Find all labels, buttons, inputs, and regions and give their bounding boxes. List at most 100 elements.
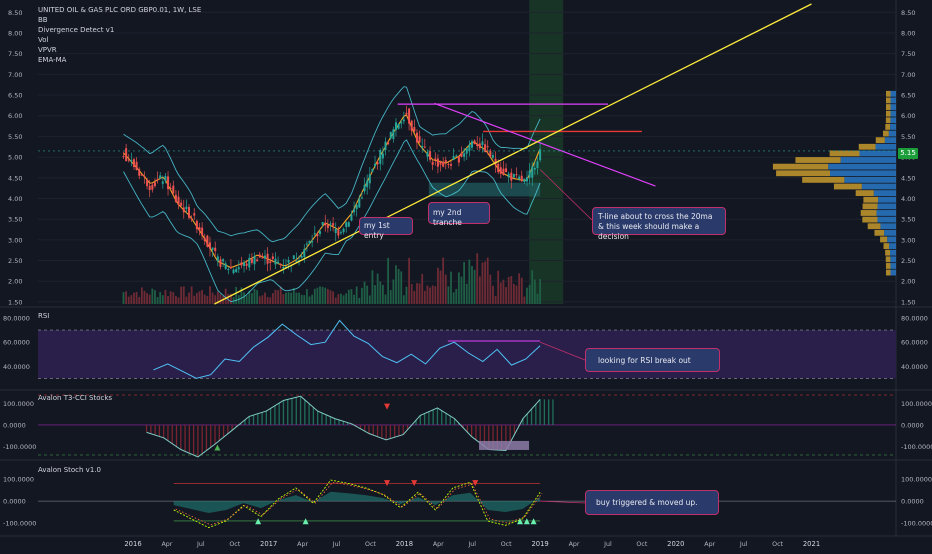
vpvr-bar-down (877, 203, 896, 210)
note-second-tranche: my 2nd tranche (428, 202, 490, 227)
candle-body (444, 160, 447, 163)
volume-bar (188, 292, 190, 304)
vpvr-bar-up (860, 210, 877, 216)
volume-bar (473, 269, 476, 304)
candle-body (195, 220, 198, 230)
vpvr-bar-down (844, 176, 896, 183)
stoch-tick-label-left: 0.0000 (3, 498, 26, 506)
candle-body (237, 267, 240, 270)
volume-bar (381, 284, 384, 304)
candle-body (515, 174, 518, 176)
legend-divergence[interactable]: Divergence Detect v1 (38, 26, 115, 34)
stoch-sell-arrow (384, 480, 391, 487)
candle-body (418, 136, 421, 143)
volume-bar (371, 270, 374, 304)
support-zone (428, 182, 541, 197)
note-second-tranche-text: my 2nd tranche (433, 208, 462, 227)
candle-body (342, 228, 345, 233)
vpvr-bar-up (833, 183, 862, 190)
chart-title: UNITED OIL & GAS PLC ORD GBP0.01, 1W, LS… (38, 6, 202, 14)
candle-body (470, 141, 473, 148)
note-first-entry-text: my 1st entry (364, 221, 390, 240)
volume-bar (376, 273, 379, 304)
volume-bar (146, 293, 148, 304)
price-tick-label-left: 1.50 (8, 298, 22, 306)
stoch-sell-arrow (472, 480, 479, 487)
candle-body (405, 112, 408, 115)
price-tick-label: 2.50 (901, 257, 915, 265)
candle-body (468, 144, 471, 151)
volume-bar (148, 294, 151, 304)
price-tick-label: 8.00 (901, 29, 915, 37)
price-tick-label: 7.50 (901, 50, 915, 58)
price-tick-label-left: 3.50 (8, 216, 22, 224)
volume-bar (156, 297, 159, 304)
volume-bar (198, 291, 201, 304)
vpvr-bar-down (875, 143, 896, 150)
candle-body (313, 233, 316, 235)
volume-bar (476, 253, 479, 304)
candle-body (214, 247, 217, 252)
volume-bar (342, 295, 345, 304)
volume-bar (405, 286, 408, 304)
candle-body (319, 231, 322, 234)
price-tick-label: 2.00 (901, 278, 915, 286)
volume-bar (536, 293, 539, 304)
volume-bar (172, 292, 175, 304)
rsi-callout-pointer (539, 341, 586, 361)
candle-body (174, 194, 177, 202)
vpvr-bar-down (873, 190, 896, 197)
stoch-tick-label: 100.0000 (901, 476, 932, 484)
legend-vpvr[interactable]: VPVR (38, 46, 57, 54)
cci-tick-label-left: 100.0000 (3, 400, 34, 408)
candle-body (350, 214, 353, 221)
candle-body (271, 256, 274, 260)
volume-bar (374, 285, 376, 304)
candle-body (269, 261, 272, 264)
time-tick-label: 2019 (531, 540, 548, 548)
candle-body (371, 168, 374, 172)
volume-bar (279, 286, 282, 304)
volume-bar (361, 287, 363, 304)
volume-bar (413, 290, 416, 304)
vpvr-bar-down (890, 124, 896, 130)
time-tick-label: Jul (603, 541, 612, 548)
volume-bar (306, 289, 308, 304)
candle-body (387, 142, 390, 145)
candle-body (366, 180, 369, 188)
candle-body (499, 167, 502, 174)
note-stoch: buy triggered & moved up. (585, 490, 719, 515)
volume-bar (326, 289, 329, 304)
candle-body (434, 158, 437, 160)
volume-bar (290, 292, 293, 304)
price-tick-label: 1.50 (901, 298, 915, 306)
time-tick-label: Apr (569, 541, 580, 548)
vpvr-bar-up (795, 157, 841, 163)
candle-body (164, 175, 167, 181)
candle-body (452, 156, 455, 160)
volume-bar (232, 297, 235, 304)
volume-bar (287, 292, 290, 304)
note-rsi-text: looking for RSI break out (598, 356, 691, 365)
candle-body (413, 127, 416, 132)
candle-body (368, 174, 371, 184)
legend-bb[interactable]: BB (38, 16, 48, 24)
candle-body (426, 152, 429, 157)
volume-bar (450, 271, 452, 304)
candle-body (457, 156, 460, 163)
volume-bar (358, 297, 361, 304)
volume-bar (248, 290, 251, 304)
price-tick-label: 6.00 (901, 112, 915, 120)
legend-ema-ma[interactable]: EMA-MA (38, 56, 67, 64)
volume-bar (465, 283, 468, 304)
volume-bar (271, 293, 274, 304)
price-tick-label: 7.00 (901, 71, 915, 79)
candle-body (321, 221, 324, 225)
candle-body (332, 223, 335, 226)
candle-body (135, 161, 138, 170)
volume-bar (243, 292, 245, 304)
volume-bar (313, 288, 316, 304)
candle-body (229, 266, 232, 269)
legend-vol[interactable]: Vol (38, 36, 49, 44)
volume-bar (143, 290, 146, 304)
